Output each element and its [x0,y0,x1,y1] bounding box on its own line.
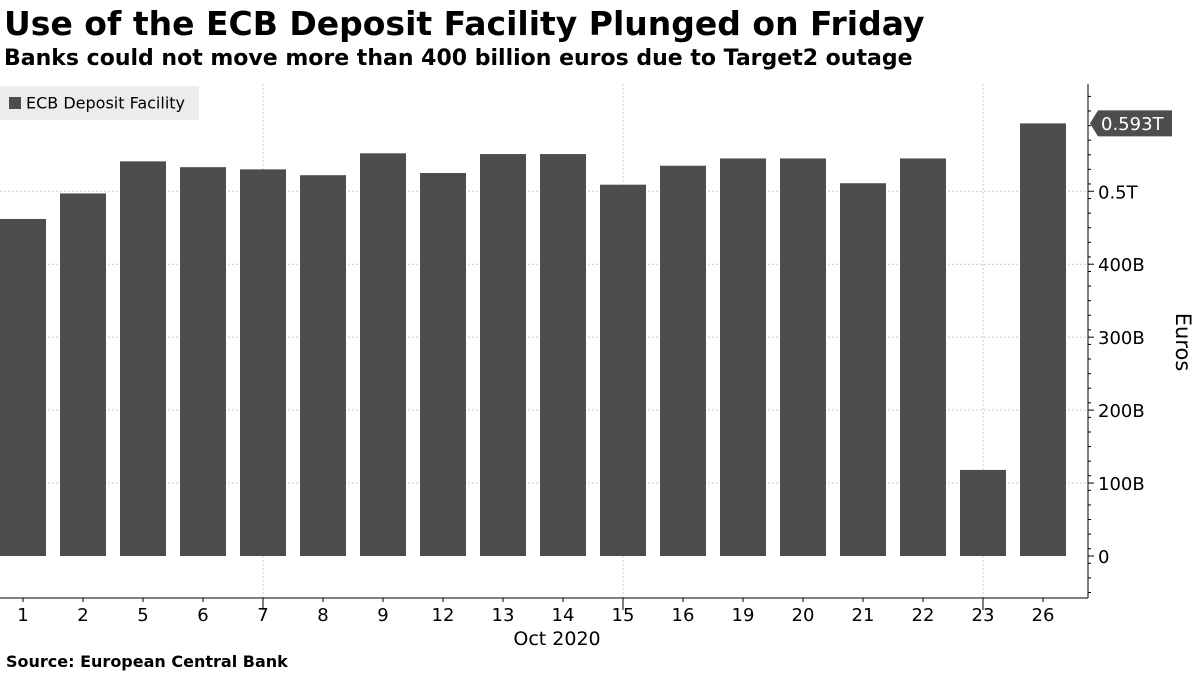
x-tick-label: 19 [732,605,755,626]
legend-background [0,86,199,120]
bar-1 [0,218,46,556]
bar-5 [120,161,166,556]
x-tick-label: 23 [972,605,995,626]
x-tick-label: 7 [257,605,268,626]
x-tick-label: 2 [77,605,88,626]
legend: ECB Deposit Facility [0,86,199,120]
y-tick-label: 0 [1098,547,1109,568]
bar-8 [300,175,346,557]
x-tick-label: 5 [137,605,148,626]
bar-12 [420,173,466,556]
bar-14 [540,154,586,556]
x-tick-label: 21 [852,605,875,626]
chart-subtitle: Banks could not move more than 400 billi… [4,46,913,71]
bar-7 [240,169,286,557]
x-tick-label: 22 [912,605,935,626]
x-tick-label: 1 [17,605,28,626]
bar-6 [180,167,226,556]
x-tick-label: 14 [552,605,575,626]
x-tick-label: 16 [672,605,695,626]
bar-20 [780,158,826,557]
x-tick-label: 26 [1032,605,1055,626]
y-tick-label: 400B [1098,255,1145,276]
legend-swatch [9,97,21,109]
source-note: Source: European Central Bank [6,652,288,671]
x-tick-label: 12 [432,605,455,626]
bar-22 [900,158,946,557]
bar-21 [840,183,886,556]
bar-16 [660,165,706,556]
y-tick-label: 100B [1098,474,1145,495]
y-tick-label: 200B [1098,401,1145,422]
bar-19 [720,158,766,557]
last-value-tag: 0.593T [1090,110,1172,137]
y-axis-title: Euros [1171,313,1195,372]
y-tick-label: 0.5T [1098,182,1139,203]
x-tick-label: 9 [377,605,388,626]
bar-23 [960,469,1006,556]
y-tick-label: 300B [1098,328,1145,349]
chart-title: Use of the ECB Deposit Facility Plunged … [4,4,925,43]
last-value-label: 0.593T [1101,114,1165,135]
last-value-tag-shape [1090,110,1172,137]
bar-2 [60,193,106,556]
bar-9 [360,153,406,557]
legend-label: ECB Deposit Facility [26,94,185,113]
bar-13 [480,154,526,556]
bar-26 [1020,123,1066,557]
bars [0,123,1066,557]
x-axis-group-label: Oct 2020 [513,628,600,650]
x-tick-label: 13 [492,605,515,626]
bar-15 [600,184,646,556]
x-tick-label: 8 [317,605,328,626]
x-tick-label: 15 [612,605,635,626]
x-tick-label: 6 [197,605,208,626]
x-tick-label: 20 [792,605,815,626]
